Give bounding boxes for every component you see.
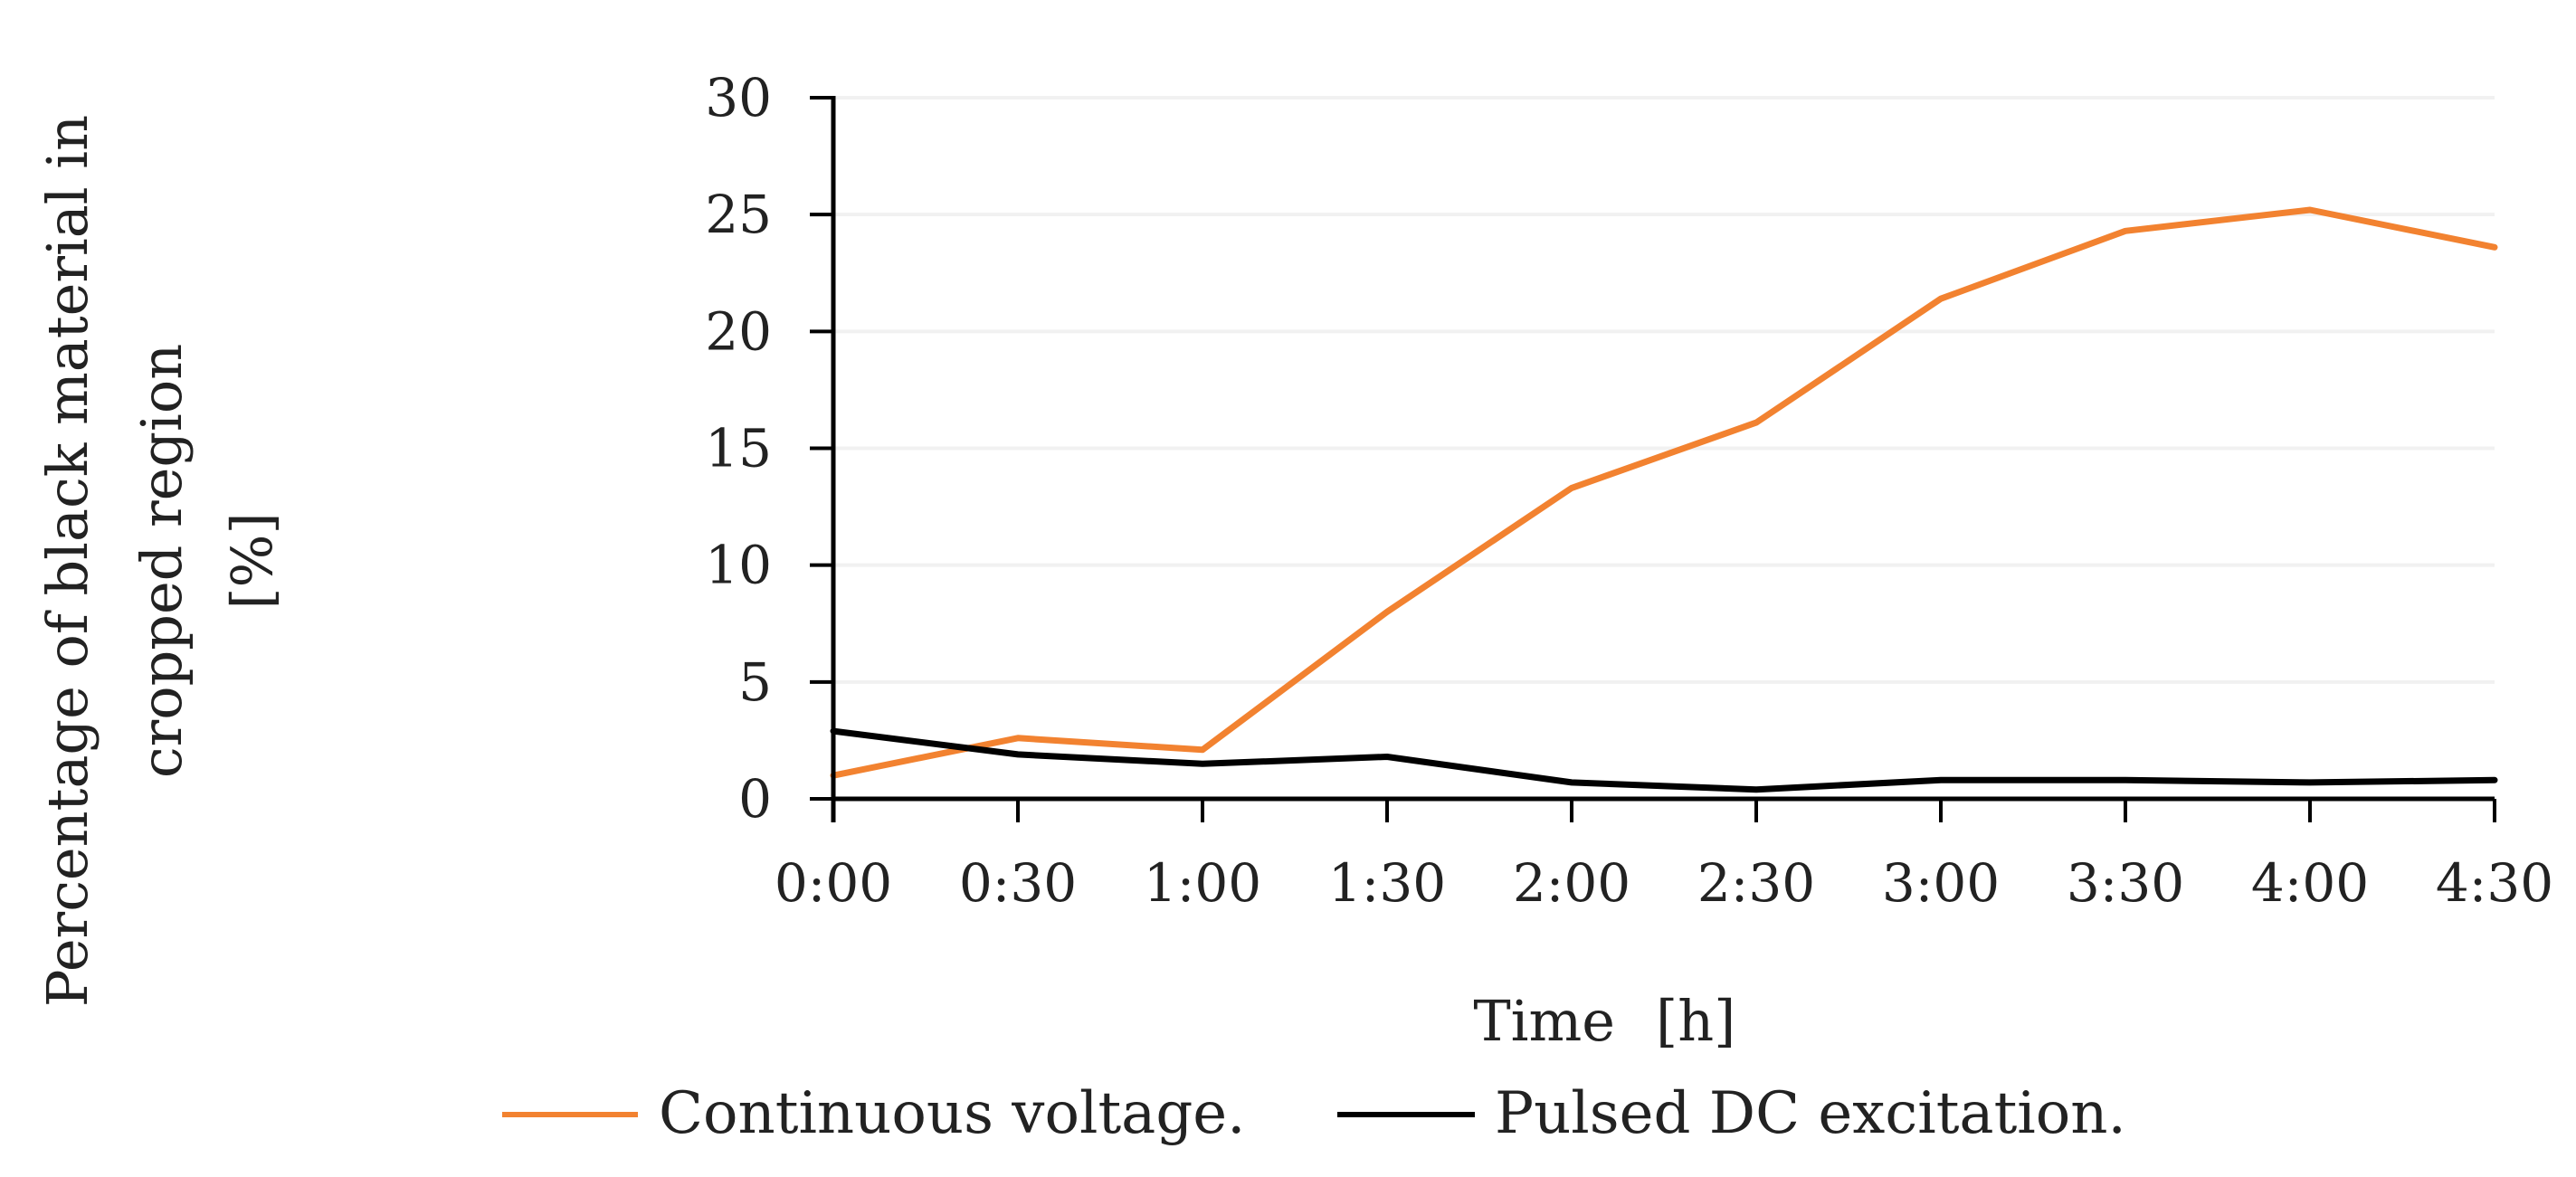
x-tick-labels: 0:00 0:30 1:00 1:30 2:00 2:30 3:00 3:30 4:00 4:30 — [775, 852, 2553, 914]
x-axis-title-unit: [h] — [1656, 988, 1735, 1054]
y-tick-label: 15 — [705, 418, 772, 479]
legend: Continuous voltage. Pulsed DC excitation… — [502, 1080, 2126, 1147]
y-axis-title-line-2: cropped region — [128, 344, 195, 778]
y-tick-label: 20 — [705, 300, 772, 362]
y-axis-title: Percentage of black material in cropped … — [34, 115, 285, 1007]
series-lines — [830, 206, 2498, 793]
series-line-continuous-voltage — [830, 206, 2498, 779]
y-tick-label: 0 — [738, 768, 772, 830]
x-axis-title-text: Time — [1473, 988, 1615, 1054]
x-tick-label: 0:30 — [959, 852, 1077, 914]
legend-label-pulsed-dc: Pulsed DC excitation. — [1495, 1080, 2126, 1147]
series-line-pulsed-dc-excitation — [830, 727, 2498, 793]
x-tick-label: 2:30 — [1697, 852, 1815, 914]
y-tick-label: 30 — [705, 67, 772, 128]
y-axis-title-line-1: Percentage of black material in — [34, 115, 100, 1007]
x-tick-label: 1:30 — [1328, 852, 1446, 914]
x-tick-label: 4:30 — [2436, 852, 2553, 914]
axes — [810, 96, 2496, 822]
y-tick-label: 10 — [705, 535, 772, 596]
x-tick-label: 2:00 — [1513, 852, 1630, 914]
y-tick-label: 25 — [705, 184, 772, 245]
x-tick-label: 4:00 — [2251, 852, 2369, 914]
legend-label-continuous-voltage: Continuous voltage. — [659, 1080, 1246, 1147]
x-tick-label: 3:30 — [2067, 852, 2184, 914]
x-tick-label: 1:00 — [1144, 852, 1261, 914]
y-tick-labels: 0 5 10 15 20 25 30 — [705, 67, 772, 830]
x-tick-label: 3:00 — [1882, 852, 2000, 914]
y-tick-label: 5 — [738, 651, 772, 713]
grid-lines — [833, 96, 2495, 684]
y-axis-title-line-3: [%] — [219, 512, 285, 609]
x-axis-title: Time [h] — [1473, 988, 1735, 1054]
x-tick-label: 0:00 — [775, 852, 892, 914]
